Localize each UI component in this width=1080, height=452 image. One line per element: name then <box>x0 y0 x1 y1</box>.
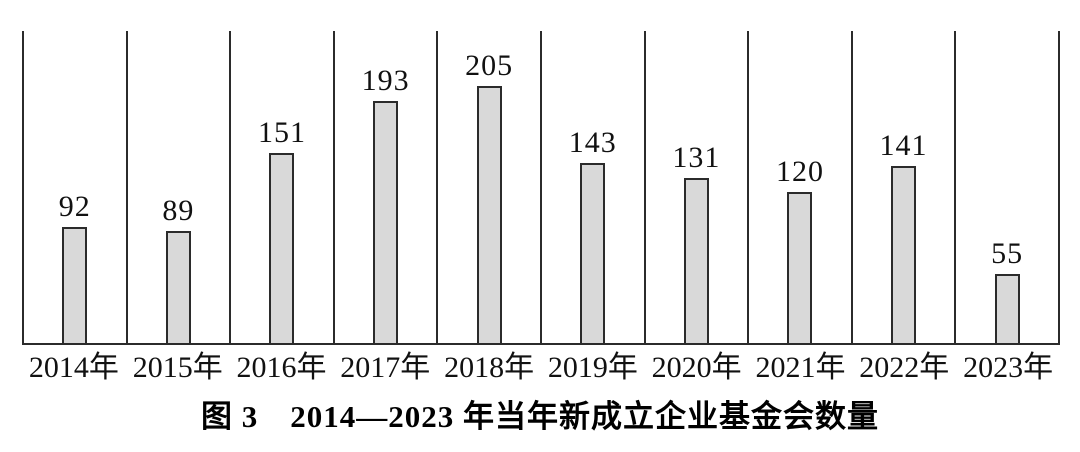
chart-column-2016年: 151 <box>229 31 333 343</box>
bar-value-label: 205 <box>465 49 514 82</box>
bar-value-label: 131 <box>672 141 721 174</box>
chart-column-2018年: 205 <box>436 31 540 343</box>
bar-value-label: 120 <box>775 155 824 188</box>
bar-value-label: 193 <box>361 64 410 97</box>
x-axis-label-2020年: 2020年 <box>651 351 742 384</box>
bar-2018年 <box>476 86 502 343</box>
chart-column-2020年: 131 <box>643 31 748 343</box>
bar-2022年 <box>891 166 917 343</box>
plot-area: 92 89 151 193 205 143 131 120 141 55 <box>22 31 1060 345</box>
bar-2017年 <box>373 101 399 343</box>
bar-2014年 <box>62 227 88 343</box>
x-axis-label-2015年: 2015年 <box>132 351 223 384</box>
bar-value-label: 143 <box>568 126 617 159</box>
x-axis-label-2023年: 2023年 <box>963 351 1054 384</box>
bar-value-label: 55 <box>991 237 1024 270</box>
chart-column-2017年: 193 <box>332 31 437 343</box>
x-axis-labels: 2014年 2015年 2016年 2017年 2018年 2019年 2020年 2021年… <box>22 349 1060 387</box>
x-axis-label-2022年: 2022年 <box>859 351 950 384</box>
bar-2020年 <box>683 178 709 343</box>
bar-2016年 <box>269 153 295 343</box>
chart-column-2014年: 92 <box>22 31 126 343</box>
x-axis-label-2021年: 2021年 <box>755 351 846 384</box>
x-axis-label-2014年: 2014年 <box>28 351 119 384</box>
x-axis-label-2017年: 2017年 <box>340 351 431 384</box>
bar-2021年 <box>787 192 813 343</box>
x-axis-label-2019年: 2019年 <box>547 351 638 384</box>
chart-column-2019年: 143 <box>539 31 644 343</box>
bar-value-label: 151 <box>257 116 306 149</box>
x-axis-label-2016年: 2016年 <box>236 351 327 384</box>
bar-value-label: 89 <box>162 194 195 227</box>
bar-2015年 <box>165 231 191 343</box>
chart-column-2021年: 120 <box>747 31 851 343</box>
bar-value-label: 92 <box>58 190 91 223</box>
chart-column-2015年: 89 <box>125 31 230 343</box>
bar-value-label: 141 <box>879 129 928 162</box>
chart-column-2022年: 141 <box>850 31 955 343</box>
bar-2023年 <box>994 274 1020 343</box>
chart-column-2023年: 55 <box>954 31 1058 343</box>
x-axis-label-2018年: 2018年 <box>444 351 535 384</box>
bar-2019年 <box>580 163 606 343</box>
figure-caption: 图 3 2014—2023 年当年新成立企业基金会数量 <box>201 399 879 434</box>
